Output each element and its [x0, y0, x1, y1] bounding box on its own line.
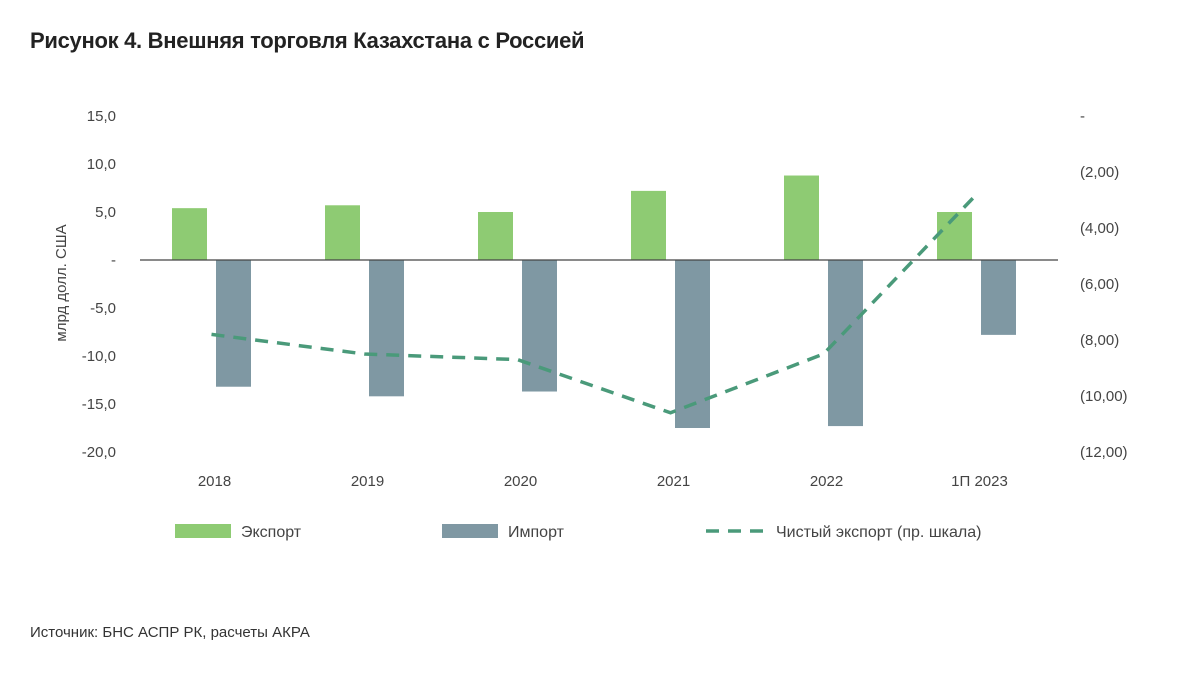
y2-tick-label: (6,00) — [1080, 276, 1119, 293]
x-tick-label: 2019 — [351, 473, 384, 490]
legend-import-label: Импорт — [508, 524, 565, 541]
y2-tick-label: (8,00) — [1080, 332, 1119, 349]
y-tick-label: 5,0 — [95, 204, 116, 221]
x-tick-label: 2022 — [810, 473, 843, 490]
export-bar — [784, 175, 819, 260]
y2-tick-label: (10,00) — [1080, 388, 1128, 405]
export-bar — [172, 208, 207, 260]
x-tick-label: 2021 — [657, 473, 690, 490]
legend-net-export-label: Чистый экспорт (пр. шкала) — [776, 524, 981, 541]
import-bar — [675, 260, 710, 428]
legend-import-swatch — [442, 524, 498, 538]
export-bar — [325, 205, 360, 260]
y-tick-label: 10,0 — [87, 156, 116, 173]
export-bar — [937, 212, 972, 260]
export-bar — [631, 190, 666, 260]
x-tick-label: 2018 — [198, 473, 231, 490]
x-tick-label: 1П 2023 — [951, 473, 1008, 490]
legend-export-swatch — [175, 524, 231, 538]
y2-tick-label: - — [1080, 108, 1085, 125]
export-bar — [478, 212, 513, 260]
y-tick-label: -5,0 — [90, 300, 116, 317]
y2-tick-label: (2,00) — [1080, 164, 1119, 181]
y-tick-label: -15,0 — [82, 396, 116, 413]
legend-export-label: Экспорт — [241, 524, 302, 541]
y-tick-label: 15,0 — [87, 108, 116, 125]
y-tick-label: - — [111, 252, 116, 269]
import-bar — [981, 260, 1016, 335]
x-tick-label: 2020 — [504, 473, 537, 490]
y2-tick-label: (4,00) — [1080, 220, 1119, 237]
import-bar — [369, 260, 404, 397]
net-export-line — [211, 193, 978, 415]
source-note: Источник: БНС АСПР РК, расчеты АКРА — [30, 624, 310, 641]
import-bar — [522, 260, 557, 392]
y2-tick-label: (12,00) — [1080, 444, 1128, 461]
y-tick-label: -20,0 — [82, 444, 116, 461]
chart-title: Рисунок 4. Внешняя торговля Казахстана с… — [30, 28, 585, 53]
y-axis-label: млрд долл. США — [53, 224, 70, 341]
import-bar — [216, 260, 251, 387]
y-tick-label: -10,0 — [82, 348, 116, 365]
